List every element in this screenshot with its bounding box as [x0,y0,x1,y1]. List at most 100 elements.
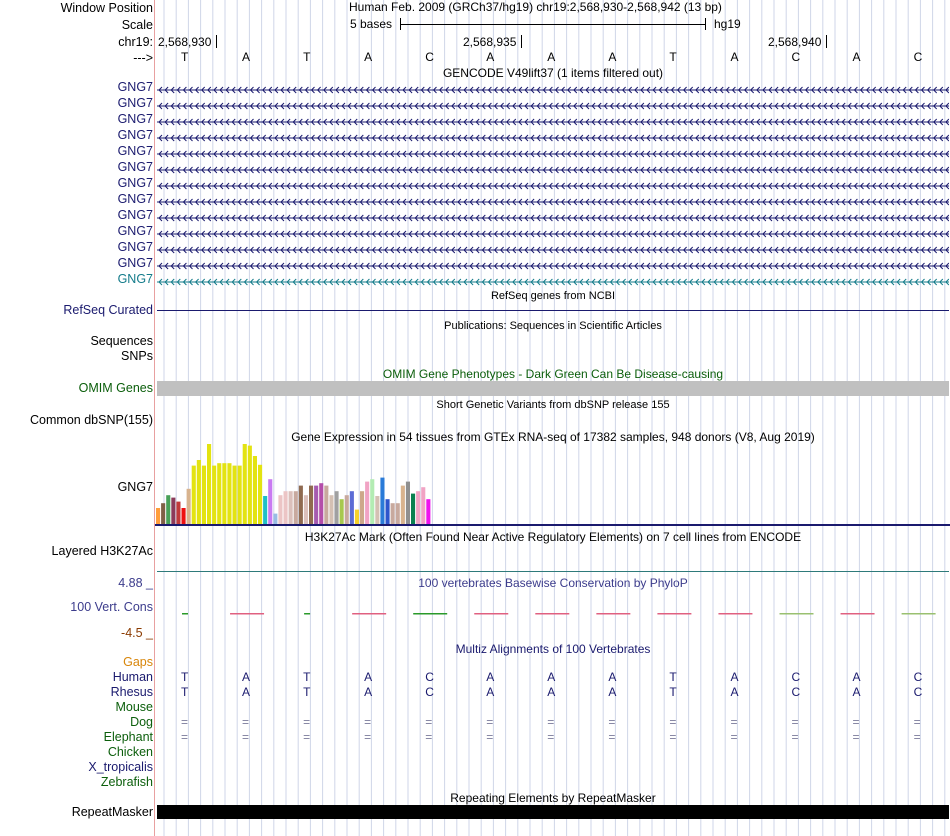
gtex-tissue-bar[interactable] [156,508,161,524]
gtex-tissue-bar[interactable] [196,460,201,524]
gencode-transcript[interactable] [157,83,950,94]
gtex-tissue-bar[interactable] [278,495,283,524]
gencode-transcript[interactable] [157,211,950,222]
h3k27ac-title[interactable]: H3K27Ac Mark (Often Found Near Active Re… [304,530,802,544]
gtex-tissue-bar[interactable] [370,479,375,524]
gtex-tissue-bar[interactable] [380,477,385,524]
gencode-transcript[interactable] [157,275,950,286]
gtex-tissue-bar[interactable] [375,496,380,524]
gencode-item-label[interactable]: GNG7 [117,240,153,254]
gencode-transcript[interactable] [157,131,950,142]
gencode-item-label[interactable]: GNG7 [117,80,153,94]
gtex-tissue-bar[interactable] [283,491,288,524]
repeatmasker-bar[interactable] [157,805,949,819]
gtex-tissue-bar[interactable] [181,508,186,524]
gtex-tissue-bar[interactable] [186,488,191,524]
gtex-tissue-bar[interactable] [268,479,273,524]
multiz-species-label[interactable]: Rhesus [110,685,153,699]
gtex-tissue-bar[interactable] [288,491,293,524]
multiz-species-label[interactable]: Chicken [107,745,153,759]
gencode-item-label[interactable]: GNG7 [117,144,153,158]
gtex-tissue-bar[interactable] [324,485,329,524]
phylop-track[interactable] [157,610,949,618]
phylop-title[interactable]: 100 vertebrates Basewise Conservation by… [418,576,688,590]
gtex-tissue-bar[interactable] [365,481,370,524]
gtex-tissue-bar[interactable] [329,495,334,524]
gtex-tissue-bar[interactable] [400,485,405,524]
gtex-tissue-bar[interactable] [252,456,257,524]
gencode-transcript[interactable] [157,115,950,126]
gtex-tissue-bar[interactable] [232,465,237,524]
gencode-item-label[interactable]: GNG7 [117,272,153,286]
gencode-transcript[interactable] [157,195,950,206]
gtex-tissue-bar[interactable] [354,509,359,524]
gtex-tissue-bar[interactable] [334,491,339,524]
gencode-item-label[interactable]: GNG7 [117,128,153,142]
gtex-tissue-bar[interactable] [344,495,349,524]
gtex-tissue-bar[interactable] [227,463,232,524]
multiz-title[interactable]: Multiz Alignments of 100 Vertebrates [455,642,651,656]
gtex-tissue-bar[interactable] [411,493,416,524]
gencode-transcript[interactable] [157,227,950,238]
gtex-tissue-bar[interactable] [390,503,395,524]
gtex-tissue-bar[interactable] [222,463,227,524]
gtex-tissue-bar[interactable] [405,481,410,524]
gencode-transcript[interactable] [157,243,950,254]
gtex-tissue-bar[interactable] [293,491,298,524]
repeatmasker-title[interactable]: Repeating Elements by RepeatMasker [450,791,656,805]
gencode-item-label[interactable]: GNG7 [117,208,153,222]
gtex-tissue-bar[interactable] [273,513,278,524]
multiz-species-label[interactable]: Human [112,670,153,684]
gtex-tissue-bar[interactable] [171,497,176,524]
h3k27ac-label[interactable]: Layered H3K27Ac [51,544,153,558]
gtex-tissue-bar[interactable] [161,503,166,524]
gtex-tissue-bar[interactable] [242,444,247,524]
publications-snps-label[interactable]: SNPs [121,349,153,363]
gtex-tissue-bar[interactable] [360,491,365,524]
phylop-label[interactable]: 100 Vert. Cons [70,600,153,614]
omim-label[interactable]: OMIM Genes [78,381,153,395]
gencode-title[interactable]: GENCODE V49lift37 (1 items filtered out) [442,66,664,80]
multiz-species-label[interactable]: Zebrafish [100,775,153,789]
repeatmasker-label[interactable]: RepeatMasker [71,805,153,819]
gtex-tissue-bar[interactable] [237,465,242,524]
gtex-tissue-bar[interactable] [212,465,217,524]
gtex-tissue-bar[interactable] [191,465,196,524]
gtex-title[interactable]: Gene Expression in 54 tissues from GTEx … [291,430,815,444]
gtex-tissue-bar[interactable] [421,487,426,524]
publications-title[interactable]: Publications: Sequences in Scientific Ar… [444,320,662,332]
gtex-tissue-bar[interactable] [416,491,421,524]
gtex-tissue-bar[interactable] [247,445,252,524]
gtex-tissue-bar[interactable] [166,495,171,524]
omim-gene-bar[interactable] [157,381,949,396]
multiz-species-label[interactable]: X_tropicalis [88,760,153,774]
multiz-species-label[interactable]: Dog [130,715,153,729]
dbsnp-label[interactable]: Common dbSNP(155) [30,413,153,427]
gencode-transcript[interactable] [157,179,950,190]
multiz-species-label[interactable]: Elephant [103,730,153,744]
gencode-item-label[interactable]: GNG7 [117,224,153,238]
gtex-tissue-bar[interactable] [319,483,324,524]
gtex-tissue-bar[interactable] [349,491,354,524]
gencode-item-label[interactable]: GNG7 [117,160,153,174]
gencode-item-label[interactable]: GNG7 [117,176,153,190]
gtex-gene-label[interactable]: GNG7 [117,480,153,494]
gencode-transcript[interactable] [157,259,950,270]
refseq-title[interactable]: RefSeq genes from NCBI [490,290,616,302]
gtex-tissue-bar[interactable] [303,495,308,524]
omim-title[interactable]: OMIM Gene Phenotypes - Dark Green Can Be… [382,367,724,381]
gtex-tissue-bar[interactable] [263,496,268,524]
gtex-tissue-bar[interactable] [385,499,390,524]
gtex-tissue-bar[interactable] [258,464,263,524]
gencode-item-label[interactable]: GNG7 [117,112,153,126]
gtex-tissue-bar[interactable] [201,465,206,524]
gtex-tissue-bar[interactable] [309,485,314,524]
gencode-item-label[interactable]: GNG7 [117,192,153,206]
gtex-tissue-bar[interactable] [207,444,212,524]
multiz-gaps-label[interactable]: Gaps [123,655,153,669]
gtex-tissue-bar[interactable] [314,485,319,524]
gencode-transcript[interactable] [157,147,950,158]
gencode-item-label[interactable]: GNG7 [117,96,153,110]
gencode-transcript[interactable] [157,99,950,110]
